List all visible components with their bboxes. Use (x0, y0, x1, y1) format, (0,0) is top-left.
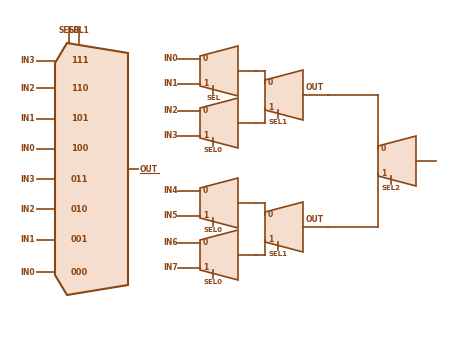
Text: SEL0: SEL0 (59, 26, 79, 35)
Text: 1: 1 (203, 263, 208, 272)
Text: IN2: IN2 (164, 106, 178, 115)
Text: 1: 1 (268, 103, 273, 112)
Text: 100: 100 (71, 144, 88, 153)
Text: 1: 1 (203, 211, 208, 220)
Text: IN3: IN3 (20, 56, 35, 65)
Text: 1: 1 (381, 169, 386, 178)
Text: 011: 011 (71, 175, 89, 184)
Text: 010: 010 (71, 205, 88, 214)
Text: 0: 0 (203, 238, 208, 247)
Text: IN2: IN2 (20, 205, 35, 214)
Text: 1: 1 (203, 79, 208, 88)
Text: IN0: IN0 (164, 54, 178, 63)
Text: IN5: IN5 (164, 211, 178, 220)
Text: 1: 1 (268, 235, 273, 244)
Text: 111: 111 (71, 56, 89, 65)
Text: 001: 001 (71, 235, 88, 244)
Text: SEL: SEL (206, 95, 220, 101)
Text: IN4: IN4 (164, 186, 178, 195)
Text: 0: 0 (203, 106, 208, 115)
Text: IN1: IN1 (20, 114, 35, 123)
Polygon shape (200, 178, 238, 228)
Text: 0: 0 (203, 186, 208, 195)
Text: IN3: IN3 (20, 175, 35, 184)
Text: IN1: IN1 (20, 235, 35, 244)
Text: SEL1: SEL1 (269, 251, 288, 257)
Text: 1: 1 (203, 131, 208, 140)
Text: SEL1: SEL1 (269, 119, 288, 125)
Text: OUT: OUT (140, 164, 158, 174)
Text: SEL0: SEL0 (204, 227, 223, 233)
Text: 000: 000 (71, 268, 88, 277)
Text: 110: 110 (71, 84, 89, 93)
Text: IN6: IN6 (164, 238, 178, 247)
Text: SEL1: SEL1 (69, 26, 90, 35)
Text: OUT: OUT (306, 83, 324, 92)
Text: 0: 0 (268, 78, 273, 87)
Text: 0: 0 (381, 144, 386, 153)
Polygon shape (265, 70, 303, 120)
Polygon shape (265, 202, 303, 252)
Polygon shape (200, 230, 238, 280)
Text: IN2: IN2 (20, 84, 35, 93)
Text: SEL2: SEL2 (382, 185, 401, 191)
Text: IN1: IN1 (164, 79, 178, 88)
Text: IN0: IN0 (20, 268, 35, 277)
Text: IN7: IN7 (163, 263, 178, 272)
Text: SEL0: SEL0 (204, 147, 223, 153)
Text: IN0: IN0 (20, 144, 35, 153)
Text: IN3: IN3 (164, 131, 178, 140)
Polygon shape (378, 136, 416, 186)
Text: 0: 0 (268, 210, 273, 219)
Polygon shape (55, 43, 128, 295)
Text: OUT: OUT (306, 215, 324, 224)
Polygon shape (200, 98, 238, 148)
Text: 0: 0 (203, 54, 208, 63)
Polygon shape (200, 46, 238, 96)
Text: 101: 101 (71, 114, 89, 123)
Text: SEL0: SEL0 (204, 279, 223, 285)
